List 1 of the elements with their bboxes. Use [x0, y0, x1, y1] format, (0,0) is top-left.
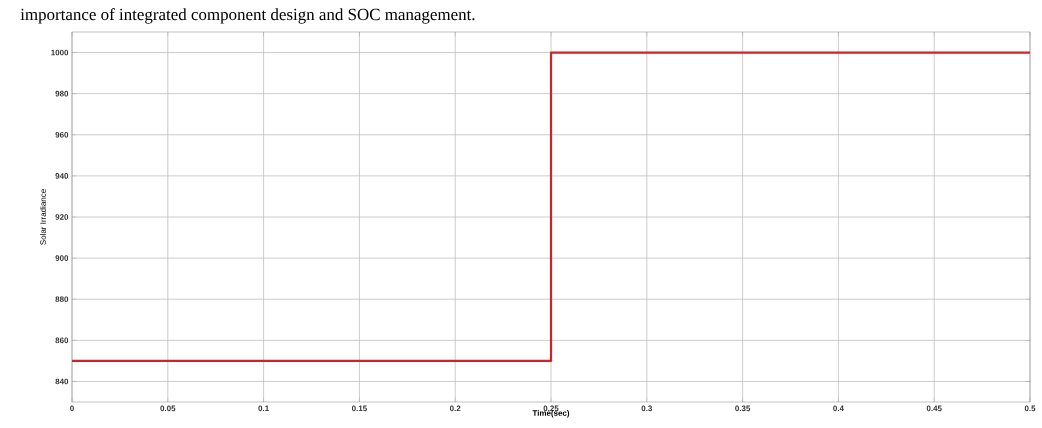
text: importance of integrated component design and SOC management. — [20, 8, 475, 24]
